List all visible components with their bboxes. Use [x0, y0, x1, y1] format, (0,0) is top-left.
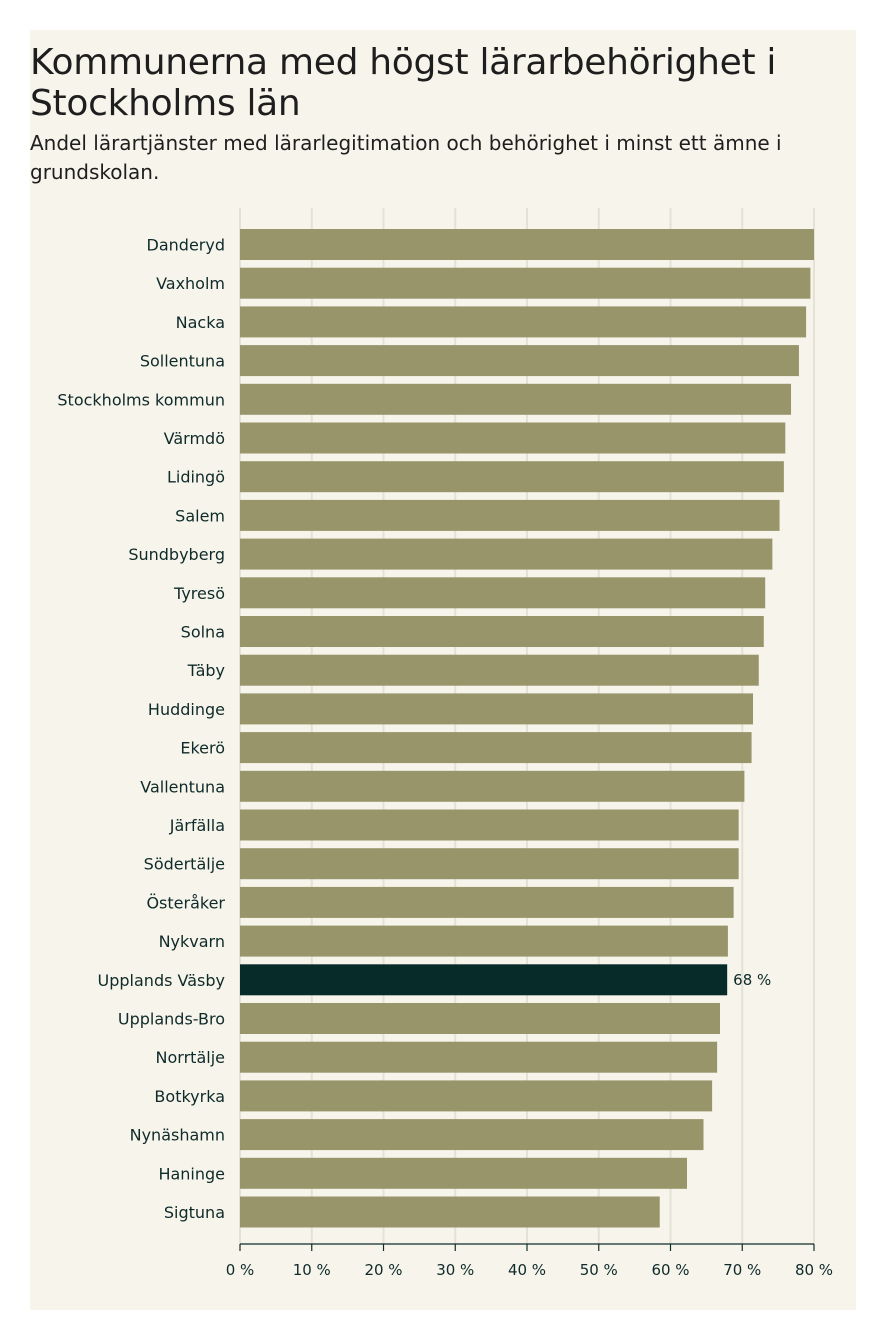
category-label: Huddinge [148, 700, 225, 719]
category-label: Sollentuna [140, 352, 225, 371]
bar-nykvarn [240, 925, 728, 957]
category-label: Järfälla [169, 816, 225, 835]
bar-norrtälje [240, 1041, 718, 1073]
bars [240, 229, 814, 1228]
chart-title: Kommunerna med högst lärarbehörighet i S… [30, 42, 777, 124]
category-label: Österåker [146, 893, 225, 912]
category-label: Salem [175, 506, 225, 525]
category-label: Nykvarn [159, 932, 225, 951]
bar-sollentuna [240, 345, 799, 377]
tick-label: 80 % [795, 1261, 833, 1279]
bar-vaxholm [240, 267, 811, 299]
category-label: Ekerö [180, 739, 225, 758]
category-label: Nynäshamn [130, 1126, 225, 1145]
bar-värmdö [240, 422, 786, 454]
bar-österåker [240, 886, 734, 918]
category-label: Solna [181, 623, 225, 642]
bar-ekerö [240, 732, 752, 764]
chart-subtitle: Andel lärartjänster med lärarlegitimatio… [30, 131, 782, 184]
category-label: Upplands-Bro [118, 1010, 225, 1029]
category-label: Täby [187, 661, 225, 680]
bar-södertälje [240, 848, 739, 880]
tick-label: 30 % [436, 1261, 474, 1279]
category-label: Haninge [158, 1164, 225, 1183]
highlight-value-label: 68 % [733, 971, 771, 989]
category-label: Norrtälje [156, 1048, 225, 1067]
bar-sundbyberg [240, 538, 773, 570]
category-label: Lidingö [167, 468, 225, 487]
bar-tyresö [240, 577, 766, 609]
bar-vallentuna [240, 770, 745, 802]
bar-upplands-bro [240, 1003, 721, 1034]
bar-upplands-väsby [240, 964, 728, 996]
tick-label: 60 % [651, 1261, 689, 1279]
category-label: Sundbyberg [128, 545, 225, 564]
bar-nynäshamn [240, 1119, 704, 1151]
bar-haninge [240, 1157, 688, 1189]
bar-botkyrka [240, 1080, 713, 1112]
bar-lidingö [240, 461, 784, 493]
category-label: Södertälje [144, 855, 225, 874]
bar-danderyd [240, 229, 814, 260]
category-label: Danderyd [147, 236, 225, 255]
bar-nacka [240, 306, 807, 338]
category-label: Tyresö [173, 584, 225, 603]
category-label: Botkyrka [154, 1087, 225, 1106]
tick-label: 50 % [580, 1261, 618, 1279]
bar-stockholms-kommun [240, 383, 792, 415]
tick-label: 0 % [226, 1261, 255, 1279]
bar-solna [240, 616, 764, 647]
category-label: Nacka [176, 313, 225, 332]
x-axis: 0 % 10 % 20 % 30 % 40 % 50 % 60 % 70 % 80 % [226, 1243, 833, 1279]
category-label: Vaxholm [156, 274, 225, 293]
category-label: Värmdö [164, 429, 225, 448]
category-labels: Danderyd Vaxholm Nacka Sollentuna Stockholms… [57, 236, 771, 1223]
bar-salem [240, 499, 780, 531]
category-label: Upplands Väsby [98, 971, 225, 990]
tick-label: 40 % [508, 1261, 546, 1279]
category-label: Sigtuna [164, 1203, 225, 1222]
tick-label: 70 % [723, 1261, 761, 1279]
tick-label: 10 % [293, 1261, 331, 1279]
category-label: Stockholms kommun [57, 390, 225, 409]
bar-täby [240, 654, 759, 686]
bar-huddinge [240, 693, 754, 725]
tick-label: 20 % [364, 1261, 402, 1279]
bar-järfälla [240, 809, 739, 841]
category-label: Vallentuna [140, 777, 225, 796]
bar-sigtuna [240, 1196, 660, 1228]
